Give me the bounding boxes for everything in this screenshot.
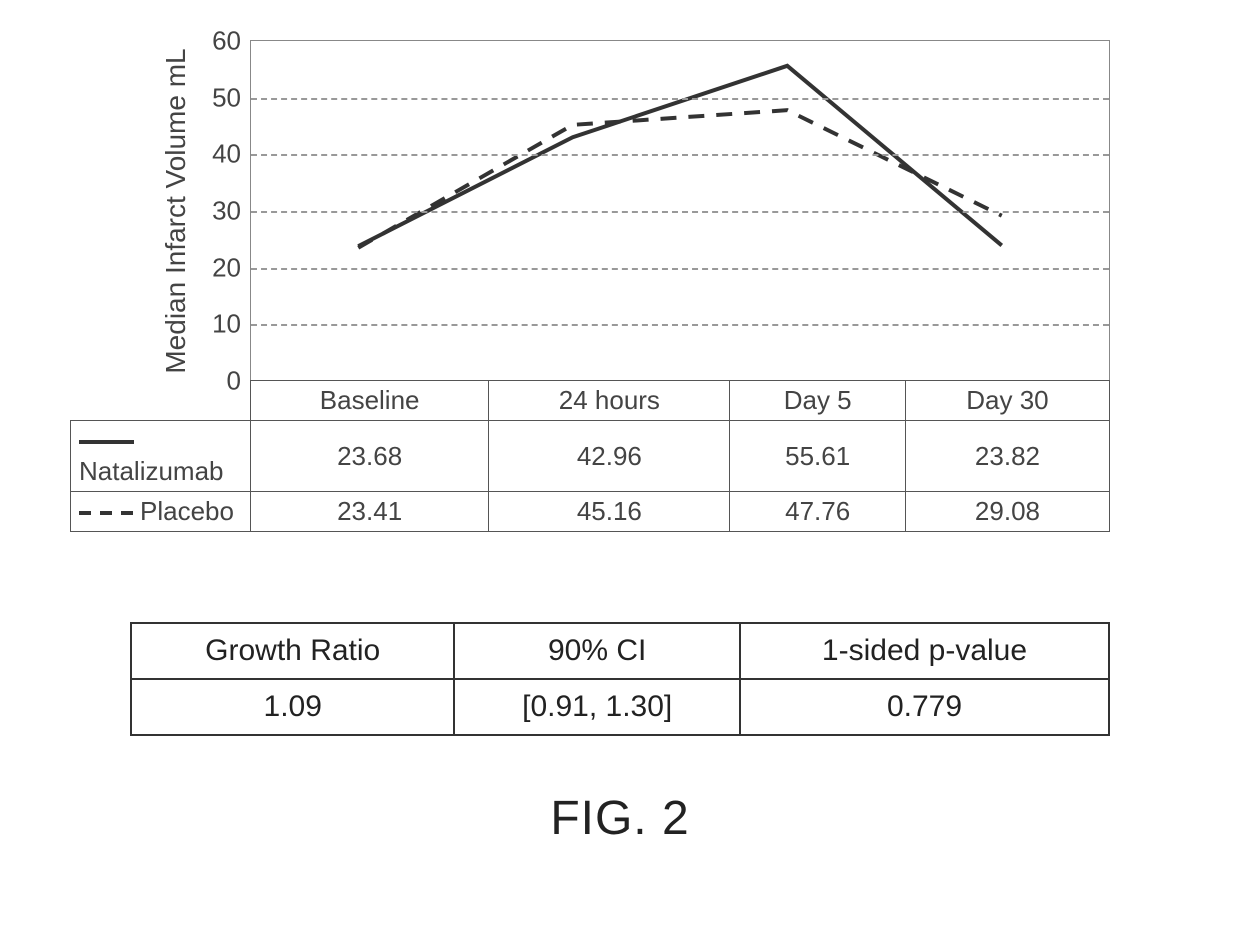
table-category-cell: Day 5 <box>730 381 906 421</box>
table-value-cell: 23.68 <box>251 421 489 492</box>
legend-cell: Natalizumab <box>71 421 251 492</box>
gridline <box>251 268 1109 270</box>
stats-cell: 0.779 <box>740 679 1109 735</box>
table-value-cell: 45.16 <box>489 492 730 532</box>
y-tick-label: 60 <box>196 26 241 57</box>
table-value-cell: 23.82 <box>905 421 1109 492</box>
stats-cell: 1.09 <box>131 679 454 735</box>
stats-header-cell: 1-sided p-value <box>740 623 1109 679</box>
gridline <box>251 324 1109 326</box>
table-row: Natalizumab 23.6842.9655.6123.82 <box>71 421 1110 492</box>
table-value-cell: 42.96 <box>489 421 730 492</box>
gridline <box>251 211 1109 213</box>
y-tick-label: 10 <box>196 309 241 340</box>
y-tick-label: 40 <box>196 139 241 170</box>
plot-region: Median Infarct Volume mL 0102030405060 <box>250 40 1110 380</box>
legend-cell: Placebo <box>71 492 251 532</box>
gridline <box>251 98 1109 100</box>
table-value-cell: 55.61 <box>730 421 906 492</box>
legend-line-icon <box>79 504 134 522</box>
table-category-cell: 24 hours <box>489 381 730 421</box>
legend-line-icon <box>79 433 134 451</box>
table-row: Placebo 23.4145.1647.7629.08 <box>71 492 1110 532</box>
data-table: Baseline24 hoursDay 5Day 30 Natalizumab 23… <box>70 380 1110 532</box>
table-category-cell: Day 30 <box>905 381 1109 421</box>
stats-header-cell: 90% CI <box>454 623 740 679</box>
figure-container: Median Infarct Volume mL 0102030405060 B… <box>70 40 1170 846</box>
y-tick-label: 50 <box>196 82 241 113</box>
table-value-cell: 29.08 <box>905 492 1109 532</box>
legend-label: Placebo <box>140 496 234 526</box>
stats-data-row: 1.09 [0.91, 1.30] 0.779 <box>131 679 1109 735</box>
table-value-cell: 23.41 <box>251 492 489 532</box>
stats-header-cell: Growth Ratio <box>131 623 454 679</box>
table-category-cell: Baseline <box>251 381 489 421</box>
y-tick-label: 20 <box>196 252 241 283</box>
legend-label: Natalizumab <box>79 456 224 486</box>
stats-table: Growth Ratio 90% CI 1-sided p-value 1.09… <box>130 622 1110 736</box>
y-tick-label: 0 <box>196 366 241 397</box>
stats-header-row: Growth Ratio 90% CI 1-sided p-value <box>131 623 1109 679</box>
chart-area: Median Infarct Volume mL 0102030405060 <box>250 40 1110 380</box>
figure-caption: FIG. 2 <box>70 791 1170 846</box>
y-tick-label: 30 <box>196 196 241 227</box>
y-axis-label: Median Infarct Volume mL <box>160 48 192 373</box>
series-line <box>358 110 1002 248</box>
gridline <box>251 154 1109 156</box>
table-value-cell: 47.76 <box>730 492 906 532</box>
stats-cell: [0.91, 1.30] <box>454 679 740 735</box>
